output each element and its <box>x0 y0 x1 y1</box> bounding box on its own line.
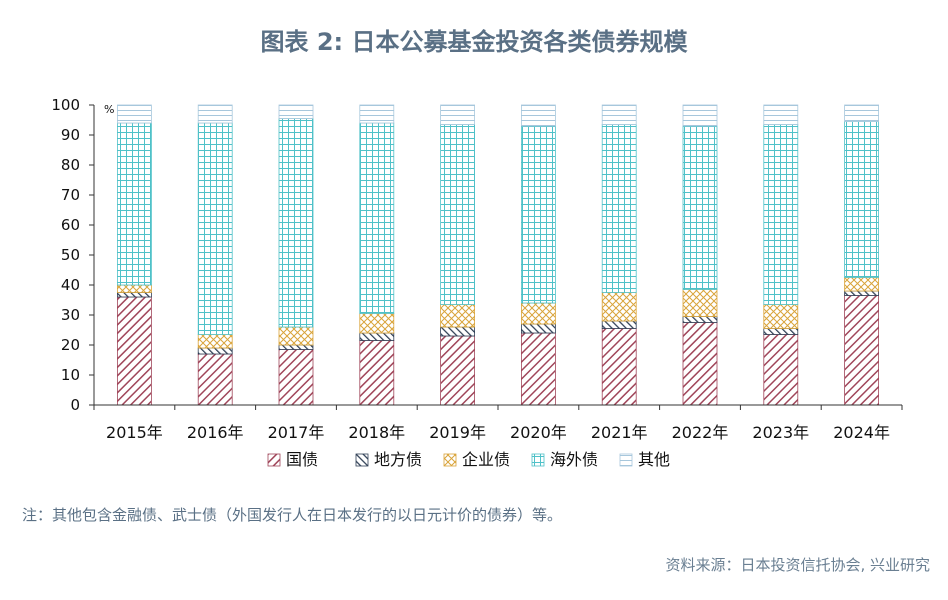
legend-label: 其他 <box>638 450 670 469</box>
bar-segment <box>763 124 799 305</box>
chart-title: 图表 2: 日本公募基金投资各类债券规模 <box>260 28 688 56</box>
bar-segment <box>197 347 233 355</box>
bar-segment <box>359 104 395 124</box>
legend-swatch <box>267 453 281 467</box>
bar-segment <box>117 104 152 124</box>
bar-segment <box>440 326 476 337</box>
x-tick-label: 2021年 <box>591 423 648 442</box>
x-tick-label: 2024年 <box>833 423 890 442</box>
y-unit-label: % <box>104 103 114 116</box>
bar-segment <box>763 328 799 335</box>
bar-segment <box>521 104 556 127</box>
legend-swatch <box>443 453 457 467</box>
y-tick-label: 30 <box>61 306 80 324</box>
y-tick-label: 20 <box>61 336 80 354</box>
bar-segment <box>844 295 879 406</box>
bar-segment <box>278 118 314 328</box>
bar-segment <box>197 104 233 124</box>
y-tick-label: 60 <box>61 216 80 234</box>
bar-segment <box>521 332 556 406</box>
bar-segment <box>278 104 314 119</box>
legend-swatch <box>355 453 369 467</box>
bar-segment <box>197 334 233 349</box>
bar-segment <box>763 104 799 125</box>
bar-segment <box>278 349 314 406</box>
bar-segment <box>440 124 476 305</box>
x-tick-label: 2020年 <box>510 423 567 442</box>
bar-segment <box>440 304 476 328</box>
bar-segment <box>359 340 395 406</box>
y-tick-label: 50 <box>61 246 80 264</box>
source-attribution: 资料来源：日本投资信托协会, 兴业研究 <box>665 556 930 574</box>
bar-segment <box>601 292 637 322</box>
bar-segment <box>278 344 314 350</box>
bar-segment <box>601 104 637 125</box>
bar-segment <box>197 122 233 335</box>
y-tick-label: 80 <box>61 156 80 174</box>
bar-segment <box>844 277 879 292</box>
bar-segment <box>844 104 879 122</box>
bar-segment <box>117 284 152 293</box>
bar-segment <box>359 332 395 341</box>
y-tick-label: 0 <box>70 396 80 414</box>
bar-segment <box>763 304 799 329</box>
y-tick-label: 100 <box>51 96 80 114</box>
bar-segment <box>682 322 718 406</box>
bar-segment <box>117 292 152 298</box>
bar-segment <box>117 122 152 286</box>
bar-segment <box>359 122 395 314</box>
x-tick-label: 2019年 <box>429 423 486 442</box>
bar-segment <box>521 323 556 334</box>
bar-segment <box>440 104 476 125</box>
y-tick-label: 90 <box>61 126 80 144</box>
x-tick-label: 2015年 <box>106 423 163 442</box>
legend-label: 国债 <box>286 450 318 469</box>
legend-label: 海外债 <box>550 450 598 469</box>
x-tick-label: 2023年 <box>752 423 809 442</box>
bar-segment <box>117 296 152 406</box>
legend-swatch <box>531 453 545 467</box>
y-tick-label: 10 <box>61 366 80 384</box>
bar-segment <box>844 121 879 278</box>
bar-segment <box>763 334 799 406</box>
bar-segment <box>521 302 556 325</box>
x-tick-label: 2022年 <box>672 423 729 442</box>
bar-segment <box>682 104 718 127</box>
y-tick-label: 70 <box>61 186 80 204</box>
legend-label: 地方债 <box>374 450 422 469</box>
x-tick-label: 2017年 <box>268 423 325 442</box>
bar-segment <box>601 124 637 293</box>
bar-segment <box>682 125 718 290</box>
y-tick-label: 40 <box>61 276 80 294</box>
bar-segment <box>521 125 556 304</box>
bar-segment <box>359 313 395 334</box>
bar-segment <box>197 353 233 406</box>
footnote: 注：其他包含金融债、武士债（外国发行人在日本发行的以日元计价的债券）等。 <box>22 506 563 524</box>
legend-label: 企业债 <box>462 450 510 469</box>
x-tick-label: 2018年 <box>348 423 405 442</box>
bar-segment <box>844 290 879 296</box>
bar-segment <box>601 328 637 406</box>
bar-segment <box>278 326 314 346</box>
bar-segment <box>601 320 637 329</box>
legend-swatch <box>619 453 633 467</box>
bar-segment <box>682 289 718 317</box>
bar-segment <box>440 335 476 406</box>
x-tick-label: 2016年 <box>187 423 244 442</box>
bar-segment <box>682 316 718 323</box>
